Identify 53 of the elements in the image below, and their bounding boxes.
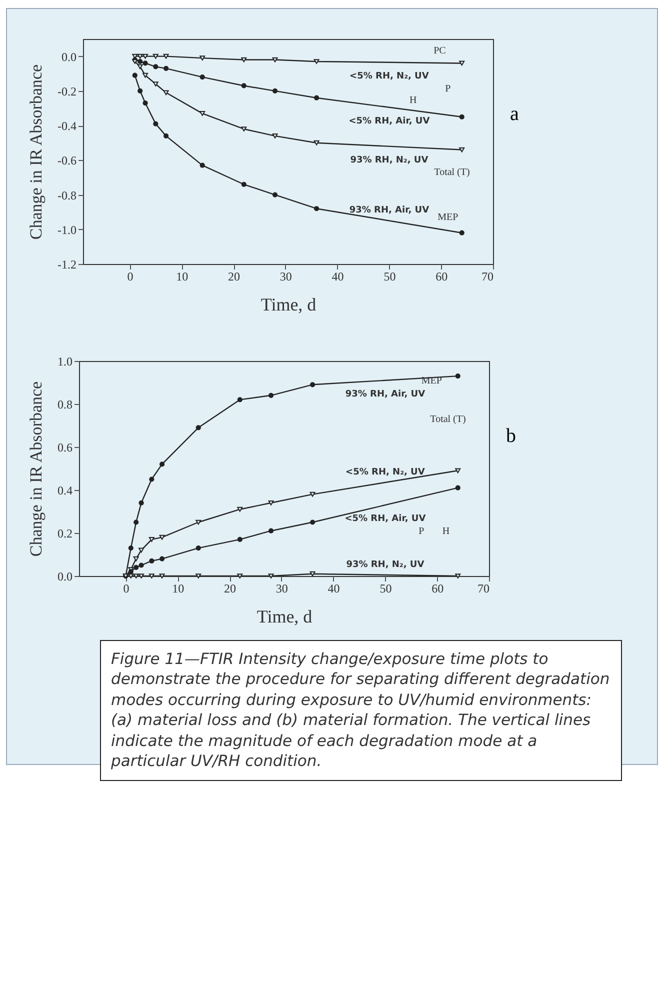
- x-tick-label: 50: [380, 582, 392, 596]
- x-tick-label: 40: [332, 270, 344, 284]
- series-label: <5% RH, Air, UV: [348, 116, 430, 126]
- text: b: [506, 424, 516, 448]
- x-tick-label: 60: [432, 582, 444, 596]
- annotation: H: [442, 526, 450, 537]
- series-label: 93% RH, N₂, UV: [350, 155, 428, 166]
- x-tick-label: 0: [123, 582, 130, 596]
- annotation: PC: [434, 45, 446, 56]
- x-tick-label: 20: [224, 582, 236, 596]
- annotation: Total (T): [430, 414, 466, 426]
- series-label: <5% RH, N₂, UV: [350, 71, 429, 82]
- caption: Figure 11—FTIR Intensity change/exposure time plots to demonstrate the procedure for separating different degradation modes occurring during exposure to UV/humid environments: (a) material loss and (b) material formation. The vertical lines indicate the magnitude of each degradation mode at a particular UV/RH condition.: [111, 649, 611, 772]
- x-tick-label: 70: [478, 582, 490, 596]
- x-axis-title: Time, d: [256, 606, 312, 626]
- annotation: P: [445, 84, 452, 94]
- y-tick-label: -0.4: [58, 119, 76, 134]
- x-tick-label: 0: [127, 270, 134, 284]
- text: a: [510, 103, 519, 126]
- y-axis-title: Change in IR Absorbance: [26, 381, 46, 557]
- annotation: H: [409, 94, 417, 106]
- annotation: P: [418, 526, 425, 537]
- y-tick-label: -0.8: [58, 188, 76, 202]
- series-label: <5% RH, N₂, UV: [346, 467, 425, 478]
- x-tick-label: 30: [280, 270, 292, 284]
- y-tick-label: 0.0: [58, 570, 72, 584]
- x-tick-label: 30: [276, 582, 288, 596]
- y-tick-label: 0.2: [58, 526, 72, 540]
- x-tick-label: 20: [228, 270, 240, 284]
- annotation: Total (T): [434, 166, 470, 178]
- y-axis-title: Change in IR Absorbance: [26, 64, 46, 240]
- x-tick-label: 10: [172, 582, 184, 596]
- y-tick-label: 1.0: [58, 354, 72, 368]
- series-label: 93% RH, N₂, UV: [346, 560, 424, 570]
- x-tick-label: 60: [436, 270, 448, 284]
- y-tick-label: -1.2: [58, 258, 76, 272]
- series-label: 93% RH, Air, UV: [345, 389, 426, 400]
- y-tick-label: -0.6: [58, 154, 76, 168]
- y-tick-label: 0.6: [58, 440, 72, 454]
- series-label: <5% RH, Air, UV: [344, 514, 426, 524]
- x-tick-label: 70: [482, 270, 494, 284]
- annotation: MEP: [421, 375, 442, 386]
- series-label: 93% RH, Air, UV: [349, 206, 430, 216]
- y-tick-label: -0.2: [58, 84, 76, 98]
- y-tick-label: 0.0: [62, 50, 76, 64]
- annotation: MEP: [438, 212, 459, 223]
- x-axis-title: Time, d: [260, 294, 316, 314]
- x-tick-label: 10: [176, 270, 188, 284]
- y-tick-label: 0.8: [58, 398, 72, 412]
- y-tick-label: 0.4: [58, 484, 72, 498]
- x-tick-label: 50: [384, 270, 396, 284]
- x-tick-label: 40: [328, 582, 340, 596]
- y-tick-label: -1.0: [58, 222, 76, 237]
